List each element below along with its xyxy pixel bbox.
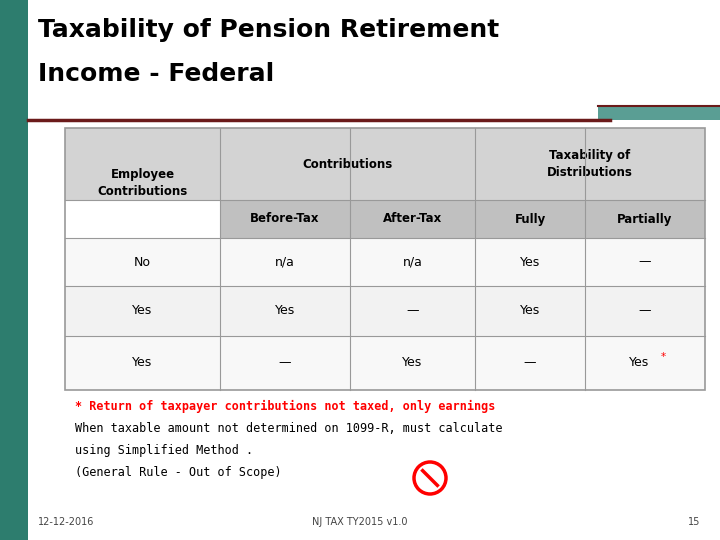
Text: NJ TAX TY2015 v1.0: NJ TAX TY2015 v1.0	[312, 517, 408, 527]
Text: Yes: Yes	[275, 305, 295, 318]
Text: Income - Federal: Income - Federal	[38, 62, 274, 86]
Text: Partially: Partially	[617, 213, 672, 226]
Text: When taxable amount not determined on 1099-R, must calculate: When taxable amount not determined on 10…	[75, 422, 503, 435]
Text: n/a: n/a	[402, 255, 423, 268]
Text: using Simplified Method .: using Simplified Method .	[75, 444, 253, 457]
Text: —: —	[523, 356, 536, 369]
Text: Fully: Fully	[514, 213, 546, 226]
Text: Employee
Contributions: Employee Contributions	[97, 168, 188, 198]
Text: Taxability of Pension Retirement: Taxability of Pension Retirement	[38, 18, 499, 42]
Text: Yes: Yes	[520, 255, 540, 268]
Text: 12-12-2016: 12-12-2016	[38, 517, 94, 527]
Text: 15: 15	[688, 517, 700, 527]
Text: Yes: Yes	[629, 356, 649, 369]
Text: Before-Tax: Before-Tax	[251, 213, 320, 226]
Text: —: —	[279, 356, 292, 369]
Bar	[65, 336, 705, 390]
Circle shape	[414, 462, 446, 494]
Text: —: —	[639, 305, 652, 318]
Text: —: —	[406, 305, 419, 318]
Text: Yes: Yes	[402, 356, 423, 369]
Text: Yes: Yes	[132, 305, 153, 318]
Text: (General Rule - Out of Scope): (General Rule - Out of Scope)	[75, 466, 282, 479]
Text: * Return of taxpayer contributions not taxed, only earnings: * Return of taxpayer contributions not t…	[75, 400, 495, 413]
Text: n/a: n/a	[275, 255, 295, 268]
Bar	[598, 106, 720, 120]
Text: No: No	[134, 255, 151, 268]
Text: Yes: Yes	[520, 305, 540, 318]
Bar	[65, 286, 705, 336]
Bar	[0, 0, 28, 540]
Text: Taxability of
Distributions: Taxability of Distributions	[547, 149, 633, 179]
Text: Yes: Yes	[132, 356, 153, 369]
Bar	[65, 238, 705, 286]
Bar	[65, 128, 705, 200]
Text: —: —	[639, 255, 652, 268]
Text: *: *	[660, 352, 665, 362]
Text: After-Tax: After-Tax	[383, 213, 442, 226]
Bar	[65, 128, 705, 390]
Bar	[220, 200, 705, 238]
Text: Contributions: Contributions	[302, 158, 392, 171]
